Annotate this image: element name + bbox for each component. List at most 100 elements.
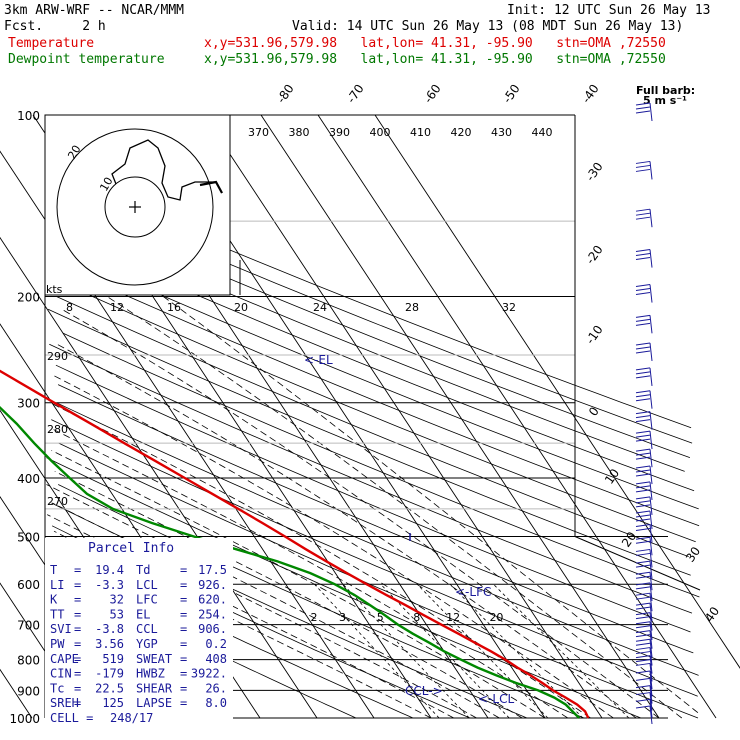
isotherm-line [0,236,318,719]
pressure-axis-labels: 100 200 300 400 500 600 700 800 900 1000 [9,109,40,726]
parcel-value: 8.0 [205,696,227,710]
mixing-ratio-line [493,583,630,719]
parcel-key: SREH [50,696,79,710]
parcel-eq: = [74,696,81,710]
parcel-key: LFC [136,593,158,607]
dry-adiabat [57,384,694,654]
wind-barb [635,208,653,228]
parcel-value: 3922. [191,667,227,681]
moist-adiabat [50,402,591,719]
wind-barb-shaft [649,315,653,334]
wind-barb-feather [635,160,651,164]
wind-barb-shaft [649,655,653,674]
wind-barb-feather [635,489,651,493]
wind-barb-shaft [649,639,653,658]
parcel-eq: = [74,607,81,621]
moist-adiabat [49,427,569,719]
wind-barb [635,249,653,268]
wind-barb [635,670,653,690]
wind-barb-shaft [649,284,653,303]
wind-barb-feather [635,216,651,220]
isotherm-line [260,114,660,719]
hodograph-trace-low [199,180,223,194]
parcel-key: PW [50,637,65,651]
wind-barb-shaft [649,342,653,362]
wind-barb-shaft [649,603,653,622]
wind-barb-feather [635,342,651,346]
wind-barb [635,705,653,725]
dewpoint-legend-label: Dewpoint temperature [8,52,165,67]
wind-barb-feather [635,523,651,527]
isotherm-line [0,150,375,719]
wind-barb-feather [635,564,651,568]
wind-barb-feather [635,164,651,168]
wind-barb-feather [635,586,651,590]
wind-barb-feather [635,292,651,296]
wind-barb-shaft [649,449,653,468]
parcel-value: -179 [95,667,124,681]
wind-barb-feather [635,698,651,702]
wind-barb-feather [635,257,651,261]
mixing-ratio-line [449,583,584,719]
isotherm-label: 30 [683,544,703,565]
parcel-value: -3.8 [95,622,124,636]
valid-time: Valid: 14 UTC Sun 26 May 13 (08 MDT Sun … [292,19,683,34]
parcel-value: 408 [205,652,227,666]
parcel-eq: = [74,578,81,592]
wind-barb-feather [635,102,651,106]
wind-barb-feather [635,552,651,556]
wind-barb-feather [635,527,651,531]
wind-barb-feather [635,651,651,655]
pressure-label-500: 500 [17,530,40,544]
parcel-value: -3.3 [95,578,124,592]
wind-barb-legend: Full barb: [636,84,695,97]
isotherm-line [374,114,740,669]
parcel-value: 53 [110,607,124,621]
wind-barb [635,411,653,430]
wind-barb-feather [635,560,651,564]
isotherm-label: -80 [274,82,297,106]
wind-barb-feather [635,677,651,681]
wind-barb-feather [635,540,651,544]
wind-barb-feather [635,575,651,579]
wind-barb-feather [635,465,651,469]
wind-barb-feather [635,249,651,253]
wind-barb-feather [635,469,651,473]
wind-barb [635,630,653,649]
theta-e-label: 430 [491,126,512,139]
wind-barb-shaft [649,572,653,591]
parcel-key: HWBZ [136,667,165,681]
wind-barb [635,612,653,631]
dry-adiabat [55,364,691,633]
dry-adiabat [56,296,689,557]
parcel-key: Td [136,563,150,577]
pressure-label-100: 100 [17,109,40,123]
mixing-ratio-line [380,583,510,719]
wind-barb-feather [635,518,651,522]
wind-barb [635,367,653,386]
dry-adiabat [46,457,642,719]
parcel-info-title: Parcel Info [88,541,174,556]
parcel-key: LI [50,578,64,592]
parcel-eq: = [74,681,81,695]
hodograph-speed-labels: 8 12 16 20 24 28 32 [66,301,516,314]
wind-barb [635,582,653,601]
wind-barb-feather [635,670,651,674]
wind-barb-feather [635,514,651,518]
wind-barb-feather [635,612,651,616]
wind-barb [635,284,653,303]
theta-e-label: 400 [370,126,391,139]
wind-barb [635,698,653,718]
wind-barb-feather [635,510,651,514]
wind-barb [635,602,653,622]
wind-barb-shaft [649,549,653,568]
temperature-profile [0,369,590,719]
pressure-label-400: 400 [17,472,40,486]
hodograph-speed-label: 20 [234,301,248,314]
wind-barb-shaft [649,670,653,690]
wind-barb [635,430,653,450]
wind-barb-shaft [649,621,653,640]
theta-e-label: 380 [289,126,310,139]
isotherm-labels: -80 -70 -60 -50 -40 -30 -20 -10 0 10 20 30 40 [274,82,722,625]
wind-barb-shaft [649,496,653,515]
